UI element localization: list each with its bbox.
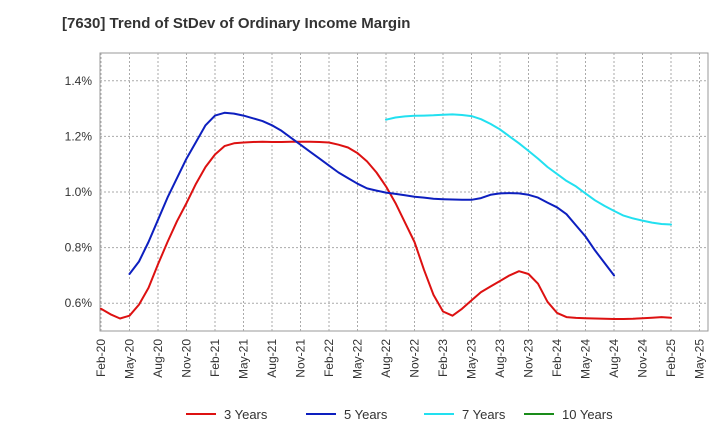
y-tick-label: 1.0% [65, 185, 93, 199]
series-line-3-years [100, 140, 672, 320]
x-tick-label: May-22 [351, 339, 365, 379]
y-tick-label: 1.4% [65, 74, 93, 88]
x-tick-label: Aug-24 [607, 339, 621, 378]
y-tick-label: 1.2% [65, 129, 93, 143]
x-tick-label: May-21 [237, 339, 251, 379]
x-tick-label: May-25 [693, 339, 707, 379]
x-tick-label: Nov-21 [294, 339, 308, 378]
x-tick-label: Aug-21 [265, 339, 279, 378]
x-tick-label: Aug-23 [493, 339, 507, 378]
x-tick-label: Feb-20 [94, 339, 108, 377]
legend-label-10-years: 10 Years [562, 407, 613, 422]
y-tick-label: 0.6% [65, 296, 93, 310]
series-line-5-years [128, 111, 615, 277]
x-tick-label: May-23 [465, 339, 479, 379]
legend-label-7-years: 7 Years [462, 407, 506, 422]
legend-label-5-years: 5 Years [344, 407, 388, 422]
x-tick-label: May-24 [579, 339, 593, 379]
x-tick-label: Nov-20 [180, 339, 194, 378]
x-tick-label: Nov-22 [408, 339, 422, 378]
x-tick-label: Feb-22 [322, 339, 336, 377]
axis-layer: Feb-20 May-20 Aug-20 Nov-20 Feb-21 May-21 Aug-… [65, 74, 707, 379]
series-layer [100, 111, 672, 320]
legend: 3 Years 5 Years 7 Years 10 Years [186, 407, 613, 422]
x-tick-label: May-20 [123, 339, 137, 379]
x-tick-label: Feb-25 [664, 339, 678, 377]
x-tick-label: Nov-24 [636, 339, 650, 378]
series-line-7-years [385, 113, 672, 226]
x-tick-label: Feb-21 [208, 339, 222, 377]
x-tick-label: Nov-23 [522, 339, 536, 378]
grid-layer [99, 52, 709, 332]
x-tick-label: Feb-24 [550, 339, 564, 377]
y-tick-label: 0.8% [65, 241, 93, 255]
chart-title: [7630] Trend of StDev of Ordinary Income… [62, 15, 411, 32]
x-tick-label: Feb-23 [436, 339, 450, 377]
x-tick-label: Aug-22 [379, 339, 393, 378]
legend-label-3-years: 3 Years [224, 407, 268, 422]
x-tick-label: Aug-20 [151, 339, 165, 378]
